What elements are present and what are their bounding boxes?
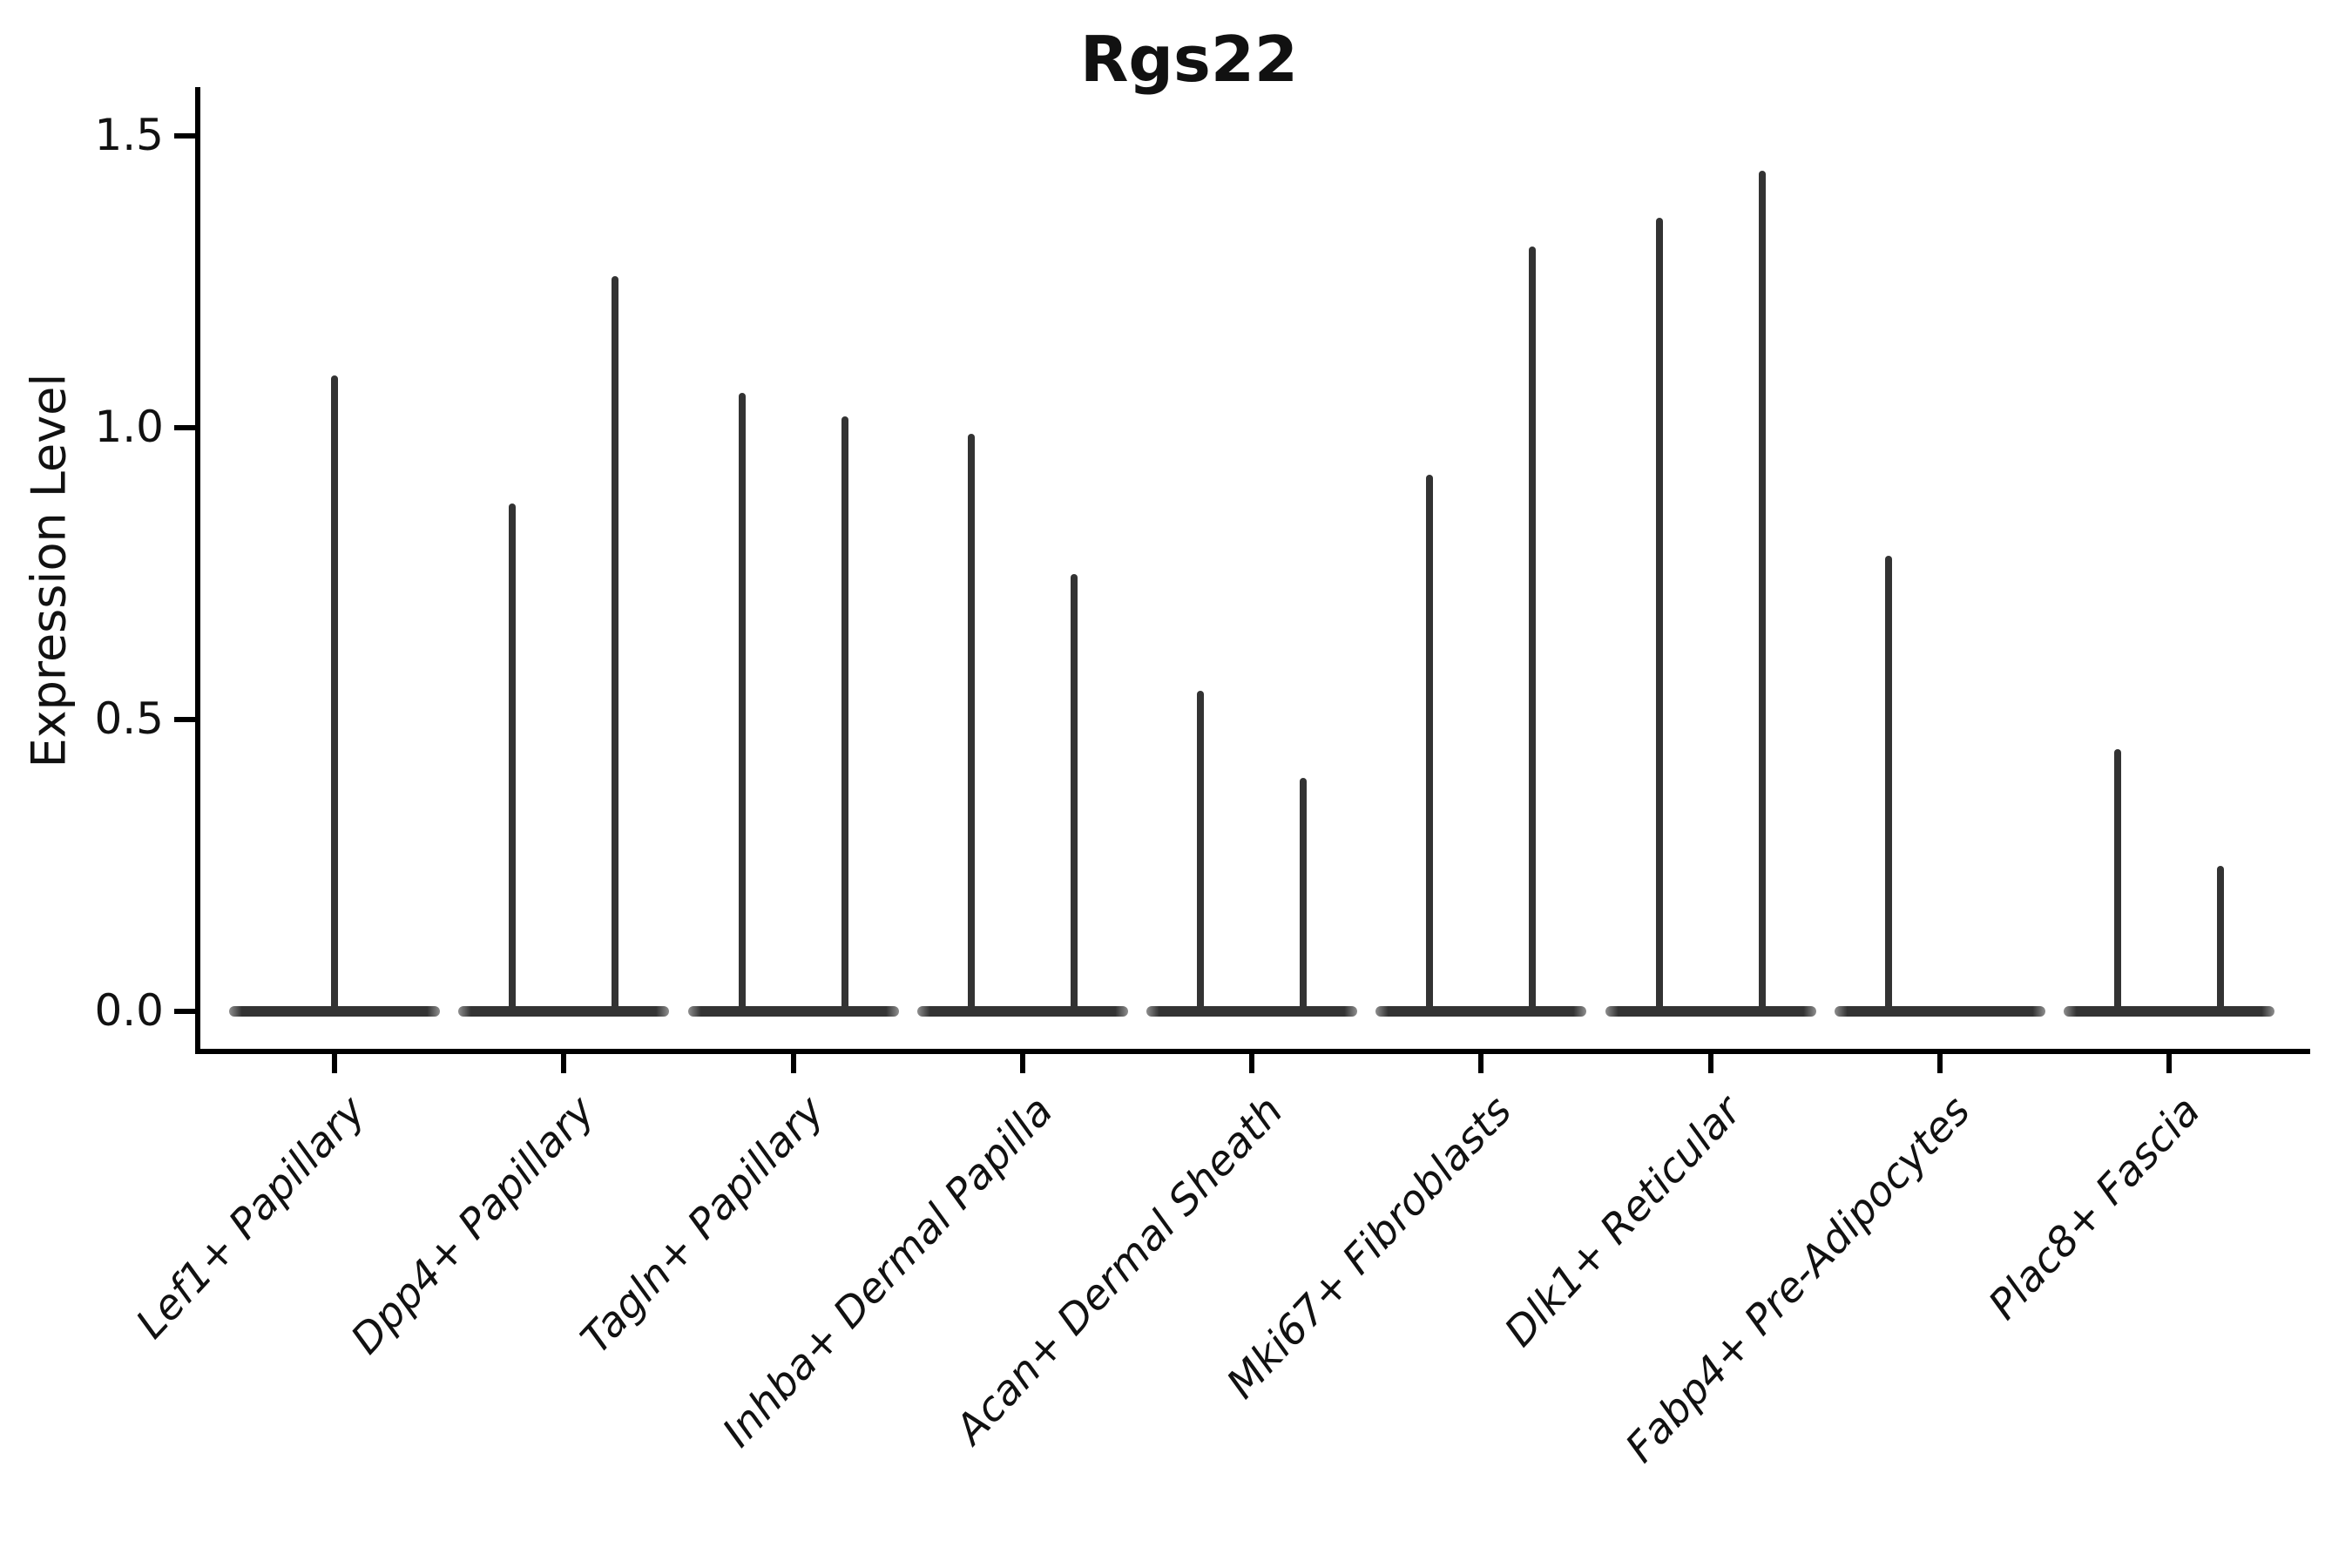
violin-spike-right bbox=[612, 275, 619, 1011]
x-tick-label: Tagln+ Papillary bbox=[571, 1087, 834, 1363]
violin-spike-left bbox=[1426, 474, 1434, 1011]
y-axis-spine bbox=[195, 87, 200, 1054]
x-tick-mark bbox=[332, 1051, 337, 1073]
violin-spike-center bbox=[331, 375, 338, 1011]
violin-spike-left bbox=[1655, 217, 1663, 1011]
x-tick-label: Dlk1+ Reticular bbox=[1495, 1087, 1751, 1356]
violin-base bbox=[1605, 1006, 1816, 1017]
x-tick-label: Plac8+ Fascia bbox=[1979, 1087, 2210, 1329]
x-tick-mark bbox=[2166, 1051, 2172, 1073]
x-tick-mark bbox=[1936, 1051, 1943, 1073]
violin-base bbox=[1146, 1006, 1357, 1017]
violin-base bbox=[1375, 1006, 1587, 1017]
x-tick-mark bbox=[1478, 1051, 1484, 1073]
violin-spike-right bbox=[2217, 865, 2224, 1011]
violin-spike-right bbox=[1758, 171, 1766, 1011]
violin-base bbox=[229, 1006, 440, 1017]
y-tick-mark bbox=[174, 717, 197, 722]
x-tick-mark bbox=[1707, 1051, 1713, 1073]
y-tick-label: 1.5 bbox=[94, 110, 164, 160]
violin-base bbox=[1834, 1006, 2045, 1017]
violin-base bbox=[916, 1006, 1128, 1017]
violin-spike-right bbox=[1529, 247, 1537, 1011]
violin-spike-right bbox=[841, 416, 848, 1011]
y-tick-mark bbox=[174, 425, 197, 430]
x-tick-mark bbox=[561, 1051, 567, 1073]
y-tick-label: 1.0 bbox=[94, 402, 164, 452]
violin-spike-left bbox=[967, 433, 975, 1011]
x-tick-label: Lef1+ Papillary bbox=[126, 1087, 375, 1348]
x-tick-mark bbox=[1249, 1051, 1254, 1073]
violin-base bbox=[458, 1006, 670, 1017]
chart-title: Rgs22 bbox=[1079, 23, 1299, 96]
x-tick-mark bbox=[790, 1051, 796, 1073]
violin-spike-right bbox=[1070, 573, 1078, 1011]
y-tick-label: 0.5 bbox=[94, 693, 164, 744]
violin-spike-left bbox=[509, 504, 517, 1011]
y-tick-mark bbox=[174, 1009, 197, 1014]
x-tick-label: Dpp4+ Papillary bbox=[341, 1087, 605, 1364]
violin-spike-left bbox=[1197, 690, 1204, 1011]
y-tick-mark bbox=[174, 133, 197, 139]
violin-spike-left bbox=[1884, 556, 1892, 1011]
violin-spike-left bbox=[738, 392, 746, 1011]
violin-spike-right bbox=[1300, 778, 1307, 1011]
violin-base bbox=[2064, 1006, 2274, 1017]
violin-spike-left bbox=[2114, 748, 2121, 1011]
y-tick-label: 0.0 bbox=[94, 985, 164, 1036]
x-tick-mark bbox=[1019, 1051, 1025, 1073]
violin-base bbox=[687, 1006, 899, 1017]
